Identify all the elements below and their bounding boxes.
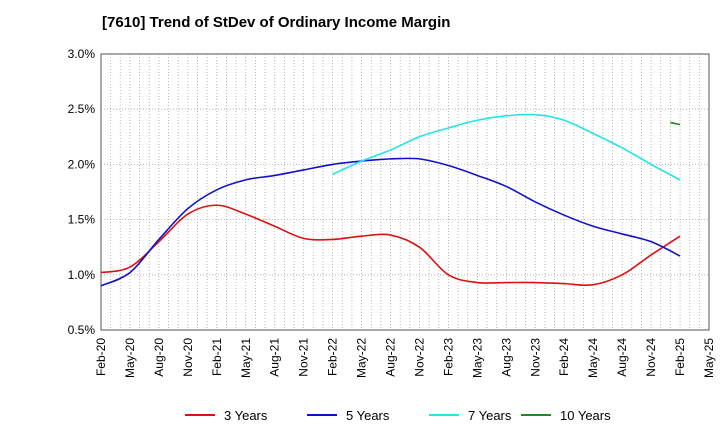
series-line-10-years bbox=[670, 121, 681, 126]
x-tick-label: May-23 bbox=[470, 338, 484, 378]
legend-label-10-years: 10 Years bbox=[560, 408, 611, 423]
series-line-3-years bbox=[100, 204, 681, 287]
x-tick-label: Feb-25 bbox=[673, 338, 687, 376]
x-tick-label: Nov-20 bbox=[181, 338, 195, 377]
series-lines bbox=[100, 113, 681, 287]
x-tick-label: Aug-23 bbox=[499, 338, 513, 377]
x-tick-label: May-21 bbox=[239, 338, 253, 378]
y-tick-label: 1.0% bbox=[68, 268, 96, 282]
x-tick-label: May-22 bbox=[355, 338, 369, 378]
legend-label-7-years: 7 Years bbox=[468, 408, 512, 423]
x-tick-label: Feb-21 bbox=[210, 338, 224, 376]
x-tick-label: Aug-24 bbox=[615, 338, 629, 377]
x-tick-label: Feb-20 bbox=[94, 338, 108, 376]
y-tick-label: 0.5% bbox=[68, 323, 96, 337]
legend-label-5-years: 5 Years bbox=[346, 408, 390, 423]
x-tick-label: May-25 bbox=[702, 338, 716, 378]
y-tick-label: 1.5% bbox=[68, 213, 96, 227]
tick-labels: 0.5% 1.0% 1.5% 2.0% 2.5% 3.0% Feb-20 May-20 Aug-… bbox=[68, 47, 716, 378]
x-tick-label: Feb-24 bbox=[557, 338, 571, 376]
x-tick-label: Nov-22 bbox=[412, 338, 426, 377]
x-tick-label: Aug-21 bbox=[268, 338, 282, 377]
x-tick-label: Nov-21 bbox=[297, 338, 311, 377]
x-tick-label: Aug-20 bbox=[152, 338, 166, 377]
x-tick-label: Nov-24 bbox=[644, 338, 658, 377]
series-line-5-years bbox=[100, 157, 681, 287]
y-tick-label: 2.5% bbox=[68, 102, 96, 116]
x-tick-label: Feb-22 bbox=[326, 338, 340, 376]
legend-label-3-years: 3 Years bbox=[224, 408, 268, 423]
grid bbox=[101, 53, 709, 331]
x-tick-label: Feb-23 bbox=[441, 338, 455, 376]
chart-title: [7610] Trend of StDev of Ordinary Income… bbox=[102, 14, 451, 31]
y-tick-label: 2.0% bbox=[68, 157, 96, 171]
x-tick-label: Aug-22 bbox=[384, 338, 398, 377]
x-tick-label: May-24 bbox=[586, 338, 600, 378]
y-tick-label: 3.0% bbox=[68, 47, 96, 61]
x-tick-label: Nov-23 bbox=[528, 338, 542, 377]
x-tick-label: May-20 bbox=[123, 338, 137, 378]
legend: 3 Years 5 Years 7 Years 10 Years bbox=[185, 408, 611, 423]
axes bbox=[100, 53, 710, 331]
series-line-7-years bbox=[332, 113, 681, 181]
plot-frame bbox=[100, 53, 710, 331]
